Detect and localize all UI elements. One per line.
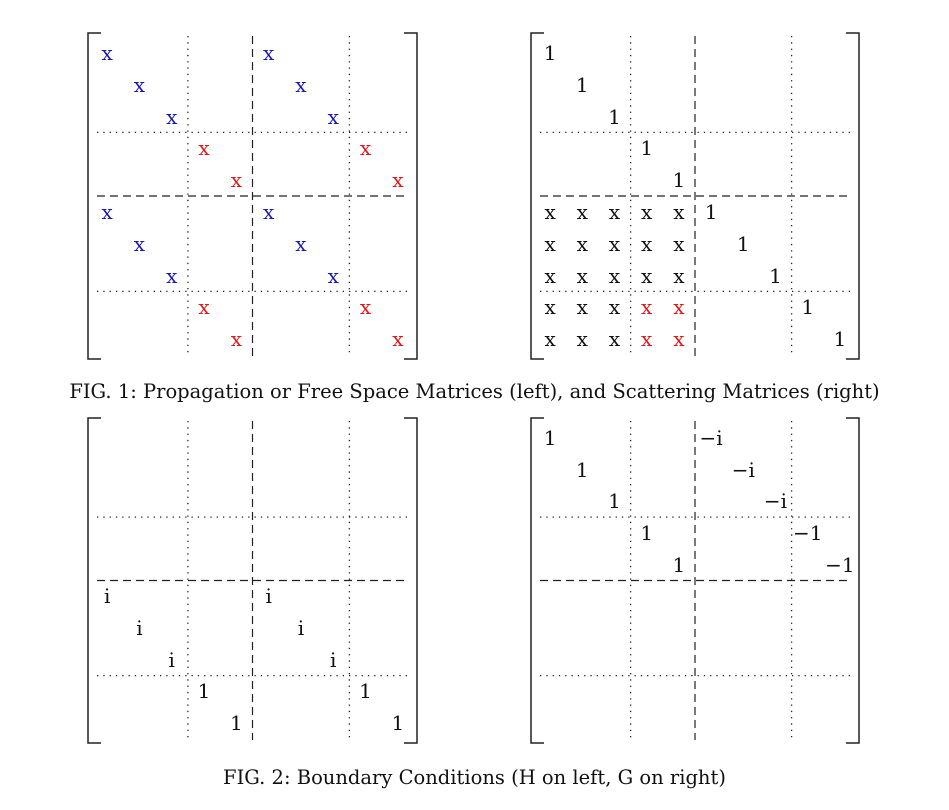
matrix-entry: x bbox=[641, 199, 653, 224]
matrix-entry: x bbox=[263, 40, 275, 65]
matrix-entry: x bbox=[641, 327, 653, 352]
matrix-entry: x bbox=[133, 231, 146, 256]
matrix-entry: 1 bbox=[608, 489, 621, 514]
matrix-entry: x bbox=[608, 231, 621, 256]
matrix-entry: x bbox=[166, 263, 178, 288]
left-bracket bbox=[87, 32, 101, 360]
matrix-entry: x bbox=[295, 231, 307, 256]
matrix-entry: 1 bbox=[575, 457, 589, 482]
matrix-grid-lines bbox=[530, 32, 860, 360]
matrix-entry: x bbox=[359, 136, 372, 161]
matrix-entry: 1 bbox=[833, 327, 847, 352]
matrix-entry: x bbox=[641, 231, 653, 256]
matrix-entry: x bbox=[392, 327, 404, 352]
matrix-entry: x bbox=[230, 168, 242, 193]
matrix-grid-lines bbox=[530, 417, 860, 744]
matrix-entry: x bbox=[641, 295, 653, 320]
matrix-entry: x bbox=[544, 263, 556, 288]
left-bracket bbox=[530, 32, 544, 360]
matrix-entry: x bbox=[673, 199, 685, 224]
matrix-entry: i bbox=[330, 647, 337, 672]
matrix-entry: i bbox=[136, 616, 143, 641]
matrix-entry: x bbox=[576, 263, 588, 288]
matrix-entry: x bbox=[359, 295, 372, 320]
matrix-entry: 1 bbox=[197, 679, 211, 704]
matrix-entry: x bbox=[133, 72, 146, 97]
matrix-entry: 1 bbox=[543, 40, 557, 65]
matrix-entry: x bbox=[327, 263, 339, 288]
matrix-entry: x bbox=[576, 327, 588, 352]
matrix-grid-lines bbox=[87, 32, 418, 360]
matrix-entry: −i bbox=[731, 457, 755, 482]
matrix-entry: 1 bbox=[769, 263, 782, 288]
matrix-entry: −i bbox=[763, 489, 788, 514]
left-bracket bbox=[530, 417, 544, 744]
matrix-entry: x bbox=[101, 40, 113, 65]
matrix-entry: x bbox=[230, 327, 242, 352]
matrix-entry: x bbox=[263, 199, 275, 224]
matrix-entry: x bbox=[608, 199, 621, 224]
right-bracket bbox=[846, 417, 860, 744]
matrix-entry: x bbox=[327, 104, 339, 129]
matrix-entry: x bbox=[673, 295, 685, 320]
right-bracket bbox=[404, 32, 418, 360]
matrix-entry: x bbox=[576, 199, 588, 224]
matrix-entry: x bbox=[608, 263, 621, 288]
matrix-entry: 1 bbox=[736, 231, 750, 256]
matrix-entry: x bbox=[576, 295, 588, 320]
matrix-entry: x bbox=[166, 104, 178, 129]
matrix-entry: x bbox=[198, 295, 210, 320]
matrix-entry: i bbox=[297, 616, 305, 641]
matrix-entry: x bbox=[641, 263, 653, 288]
matrix-entry: 1 bbox=[608, 104, 621, 129]
matrix-entry: 1 bbox=[391, 711, 405, 736]
matrix-entry: 1 bbox=[672, 168, 686, 193]
matrix-grid-lines bbox=[87, 417, 418, 744]
matrix-entry: 1 bbox=[229, 711, 243, 736]
matrix-entry: 1 bbox=[359, 679, 372, 704]
matrix-entry: 1 bbox=[543, 425, 557, 450]
matrix-entry: 1 bbox=[801, 295, 815, 320]
matrix-entry: x bbox=[673, 327, 685, 352]
matrix-entry: x bbox=[673, 231, 685, 256]
matrix-entry: x bbox=[576, 231, 588, 256]
matrix-entry: x bbox=[392, 168, 404, 193]
matrix-entry: i bbox=[168, 647, 175, 672]
matrix-entry: x bbox=[608, 327, 621, 352]
right-bracket bbox=[404, 417, 418, 744]
right-bracket bbox=[846, 32, 860, 360]
matrix-entry: i bbox=[265, 584, 272, 609]
matrix-entry: 1 bbox=[640, 136, 654, 161]
matrix-entry: x bbox=[295, 72, 307, 97]
matrix-entry: 1 bbox=[672, 552, 686, 577]
matrix-entry: −1 bbox=[825, 552, 855, 577]
matrix-entry: −1 bbox=[792, 520, 823, 545]
boundary-g-matrix: 1 −i 1 −i 1 −i 1 −1 1 −1 bbox=[530, 417, 860, 744]
matrix-entry: x bbox=[198, 136, 210, 161]
figure-2-caption: FIG. 2: Boundary Conditions (H on left, … bbox=[223, 766, 726, 789]
matrix-entry: x bbox=[608, 295, 621, 320]
matrix-entry: x bbox=[101, 199, 113, 224]
matrix-entry: 1 bbox=[640, 520, 654, 545]
matrix-entry: x bbox=[544, 327, 556, 352]
matrix-entry: 1 bbox=[575, 72, 589, 97]
matrix-entry: 1 bbox=[704, 199, 718, 224]
matrix-entry: x bbox=[544, 199, 556, 224]
matrix-entry: x bbox=[544, 295, 556, 320]
matrix-entry: −i bbox=[699, 425, 723, 450]
matrix-entry: x bbox=[544, 231, 556, 256]
matrix-entry: i bbox=[103, 584, 111, 609]
left-bracket bbox=[87, 417, 101, 744]
matrix-entry: x bbox=[673, 263, 685, 288]
figure-1-caption: FIG. 1: Propagation or Free Space Matric… bbox=[69, 380, 880, 403]
